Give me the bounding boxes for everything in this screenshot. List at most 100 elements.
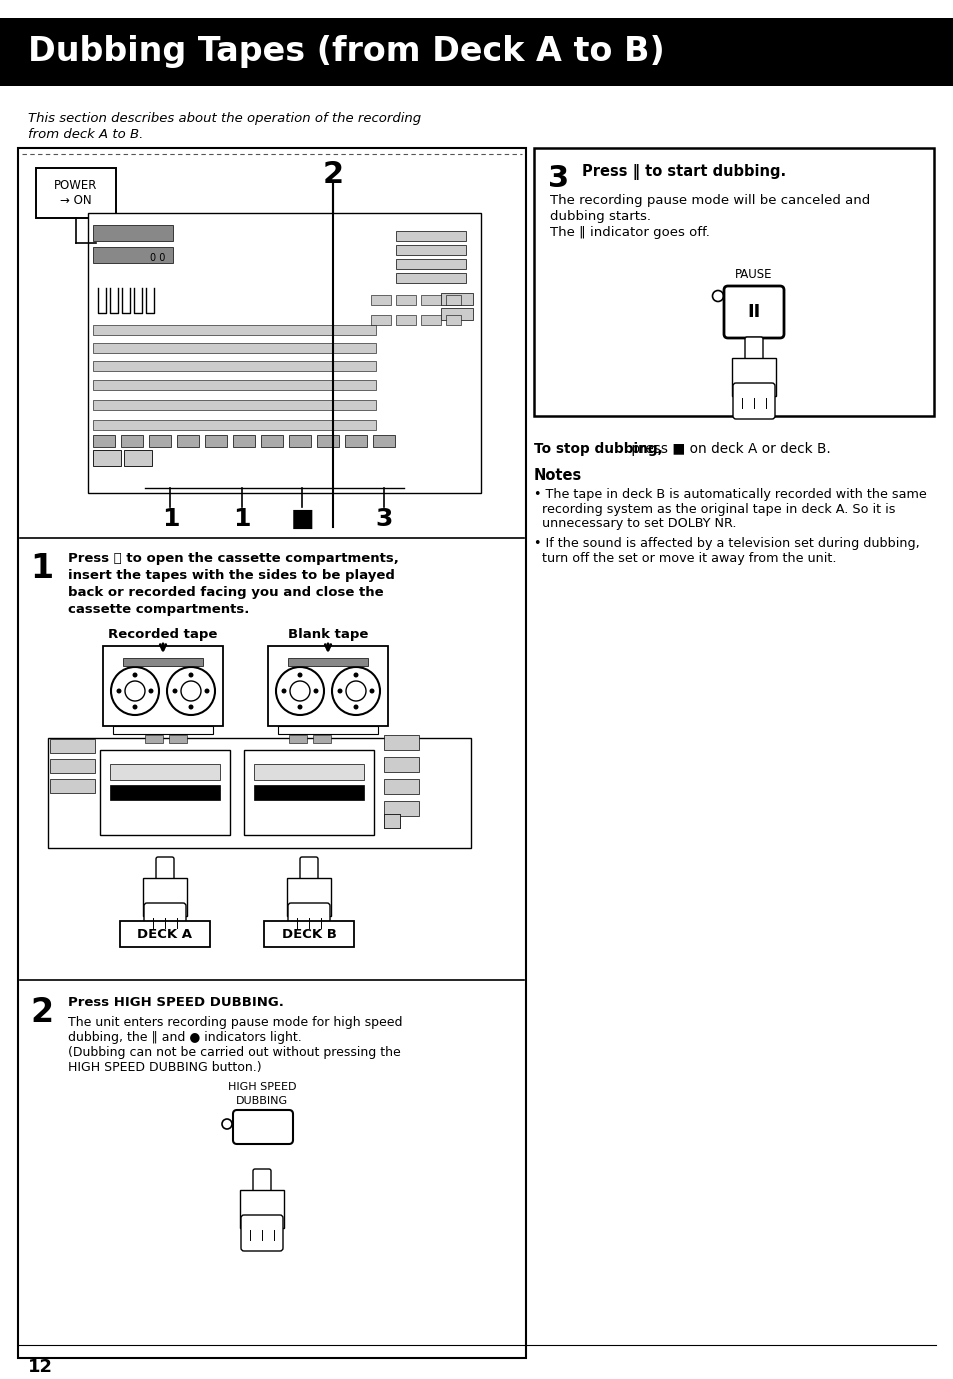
Text: recording system as the original tape in deck A. So it is: recording system as the original tape in… <box>534 502 895 516</box>
FancyBboxPatch shape <box>144 903 186 939</box>
Bar <box>100 750 230 836</box>
Bar <box>395 259 465 269</box>
FancyBboxPatch shape <box>156 856 173 885</box>
Bar <box>268 645 388 725</box>
Bar <box>395 314 416 325</box>
Bar <box>395 245 465 255</box>
FancyBboxPatch shape <box>253 1169 271 1198</box>
Text: Blank tape: Blank tape <box>288 627 368 641</box>
Bar <box>288 658 368 666</box>
Bar <box>287 878 331 916</box>
Text: II: II <box>746 303 760 321</box>
Text: 2: 2 <box>322 160 343 189</box>
Text: The ‖ indicator goes off.: The ‖ indicator goes off. <box>550 226 709 239</box>
Text: turn off the set or move it away from the unit.: turn off the set or move it away from th… <box>534 552 836 565</box>
Text: dubbing starts.: dubbing starts. <box>550 210 650 223</box>
Text: 0 0: 0 0 <box>151 252 166 263</box>
Bar <box>440 292 473 305</box>
Bar <box>534 148 933 416</box>
Circle shape <box>116 688 121 694</box>
Bar <box>253 785 364 800</box>
Bar <box>120 921 210 947</box>
Bar <box>92 325 375 335</box>
Bar <box>92 400 375 410</box>
Text: HIGH SPEED DUBBING button.): HIGH SPEED DUBBING button.) <box>68 1060 261 1074</box>
Bar <box>112 725 213 734</box>
Circle shape <box>132 705 137 710</box>
Circle shape <box>189 673 193 677</box>
Text: 2: 2 <box>30 996 53 1029</box>
Bar <box>169 735 187 743</box>
Text: 3: 3 <box>375 507 392 531</box>
Bar <box>244 750 374 836</box>
Text: To stop dubbing,: To stop dubbing, <box>534 443 662 456</box>
Bar <box>50 758 95 774</box>
FancyBboxPatch shape <box>241 1215 283 1251</box>
Text: DECK B: DECK B <box>281 928 336 940</box>
FancyBboxPatch shape <box>732 383 774 419</box>
Bar <box>143 878 187 916</box>
Bar <box>253 764 364 781</box>
Circle shape <box>354 705 358 710</box>
Text: Press ‖ to start dubbing.: Press ‖ to start dubbing. <box>581 164 785 181</box>
Text: Press Ⓩ to open the cassette compartments,: Press Ⓩ to open the cassette compartment… <box>68 552 398 565</box>
FancyBboxPatch shape <box>723 285 783 338</box>
Text: The unit enters recording pause mode for high speed: The unit enters recording pause mode for… <box>68 1016 402 1029</box>
Bar <box>92 434 115 447</box>
Text: (Dubbing can not be carried out without pressing the: (Dubbing can not be carried out without … <box>68 1047 400 1059</box>
FancyBboxPatch shape <box>744 336 762 365</box>
Circle shape <box>172 688 177 694</box>
Bar <box>446 314 460 325</box>
Bar <box>277 725 377 734</box>
Text: This section describes about the operation of the recording: This section describes about the operati… <box>28 112 420 125</box>
Bar <box>18 148 525 1358</box>
Text: Dubbing Tapes (from Deck A to B): Dubbing Tapes (from Deck A to B) <box>28 36 664 69</box>
Circle shape <box>149 688 153 694</box>
Bar <box>373 434 395 447</box>
Text: • The tape in deck B is automatically recorded with the same: • The tape in deck B is automatically re… <box>534 488 925 501</box>
Text: 1: 1 <box>233 507 250 531</box>
Bar <box>440 308 473 320</box>
Bar <box>264 921 354 947</box>
Bar <box>313 735 331 743</box>
Bar <box>395 295 416 305</box>
Bar <box>145 735 163 743</box>
Text: Notes: Notes <box>534 467 581 483</box>
Bar <box>289 735 307 743</box>
Text: dubbing, the ‖ and ● indicators light.: dubbing, the ‖ and ● indicators light. <box>68 1031 301 1044</box>
Bar <box>384 801 418 816</box>
Text: from deck A to B.: from deck A to B. <box>28 128 143 141</box>
Bar <box>124 450 152 466</box>
Bar <box>92 381 375 390</box>
Text: 1: 1 <box>30 552 53 585</box>
Text: insert the tapes with the sides to be played: insert the tapes with the sides to be pl… <box>68 570 395 582</box>
Bar <box>316 434 338 447</box>
Bar <box>446 295 460 305</box>
Text: press ■ on deck A or deck B.: press ■ on deck A or deck B. <box>626 443 830 456</box>
Text: Recorded tape: Recorded tape <box>109 627 217 641</box>
Bar <box>395 232 465 241</box>
Bar <box>88 212 480 494</box>
FancyBboxPatch shape <box>233 1110 293 1145</box>
Text: unnecessary to set DOLBY NR.: unnecessary to set DOLBY NR. <box>534 517 736 530</box>
Circle shape <box>314 688 318 694</box>
Bar <box>36 168 116 218</box>
FancyBboxPatch shape <box>299 856 317 885</box>
Text: 1: 1 <box>161 507 179 531</box>
Text: DUBBING: DUBBING <box>235 1096 288 1106</box>
Circle shape <box>189 705 193 710</box>
Bar <box>731 359 775 396</box>
Circle shape <box>281 688 286 694</box>
Bar <box>110 764 220 781</box>
Bar <box>50 739 95 753</box>
Bar <box>177 434 199 447</box>
Circle shape <box>354 673 358 677</box>
Bar <box>420 295 440 305</box>
Bar <box>205 434 227 447</box>
Bar <box>121 434 143 447</box>
Bar <box>384 757 418 772</box>
Text: 3: 3 <box>547 164 569 193</box>
Bar <box>92 225 172 241</box>
Circle shape <box>132 673 137 677</box>
Bar <box>384 735 418 750</box>
